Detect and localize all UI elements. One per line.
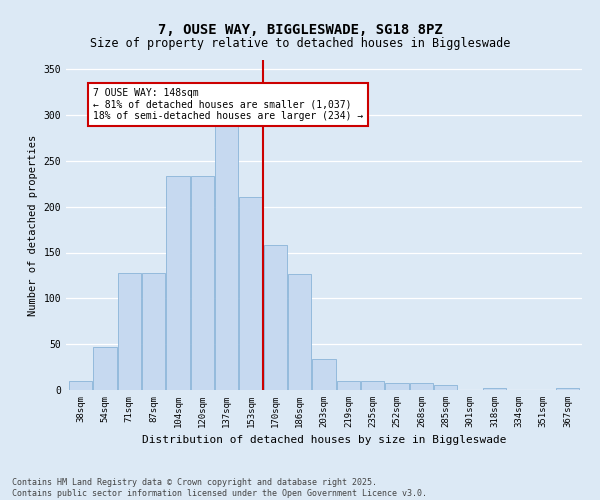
Bar	[215, 124, 238, 390]
Bar	[556, 388, 579, 390]
Bar	[166, 176, 190, 390]
Text: 7, OUSE WAY, BIGGLESWADE, SG18 8PZ: 7, OUSE WAY, BIGGLESWADE, SG18 8PZ	[158, 22, 442, 36]
Bar	[118, 272, 141, 390]
Y-axis label: Number of detached properties: Number of detached properties	[28, 134, 38, 316]
Bar	[337, 381, 360, 390]
Bar	[434, 384, 457, 390]
Bar	[361, 381, 384, 390]
X-axis label: Distribution of detached houses by size in Biggleswade: Distribution of detached houses by size …	[142, 436, 506, 446]
Text: 7 OUSE WAY: 148sqm
← 81% of detached houses are smaller (1,037)
18% of semi-deta: 7 OUSE WAY: 148sqm ← 81% of detached hou…	[93, 88, 363, 120]
Text: Contains HM Land Registry data © Crown copyright and database right 2025.
Contai: Contains HM Land Registry data © Crown c…	[12, 478, 427, 498]
Text: Size of property relative to detached houses in Biggleswade: Size of property relative to detached ho…	[90, 38, 510, 51]
Bar	[288, 274, 311, 390]
Bar	[94, 347, 116, 390]
Bar	[313, 359, 335, 390]
Bar	[483, 388, 506, 390]
Bar	[410, 382, 433, 390]
Bar	[239, 198, 263, 390]
Bar	[264, 245, 287, 390]
Bar	[385, 382, 409, 390]
Bar	[142, 272, 165, 390]
Bar	[69, 381, 92, 390]
Bar	[191, 176, 214, 390]
